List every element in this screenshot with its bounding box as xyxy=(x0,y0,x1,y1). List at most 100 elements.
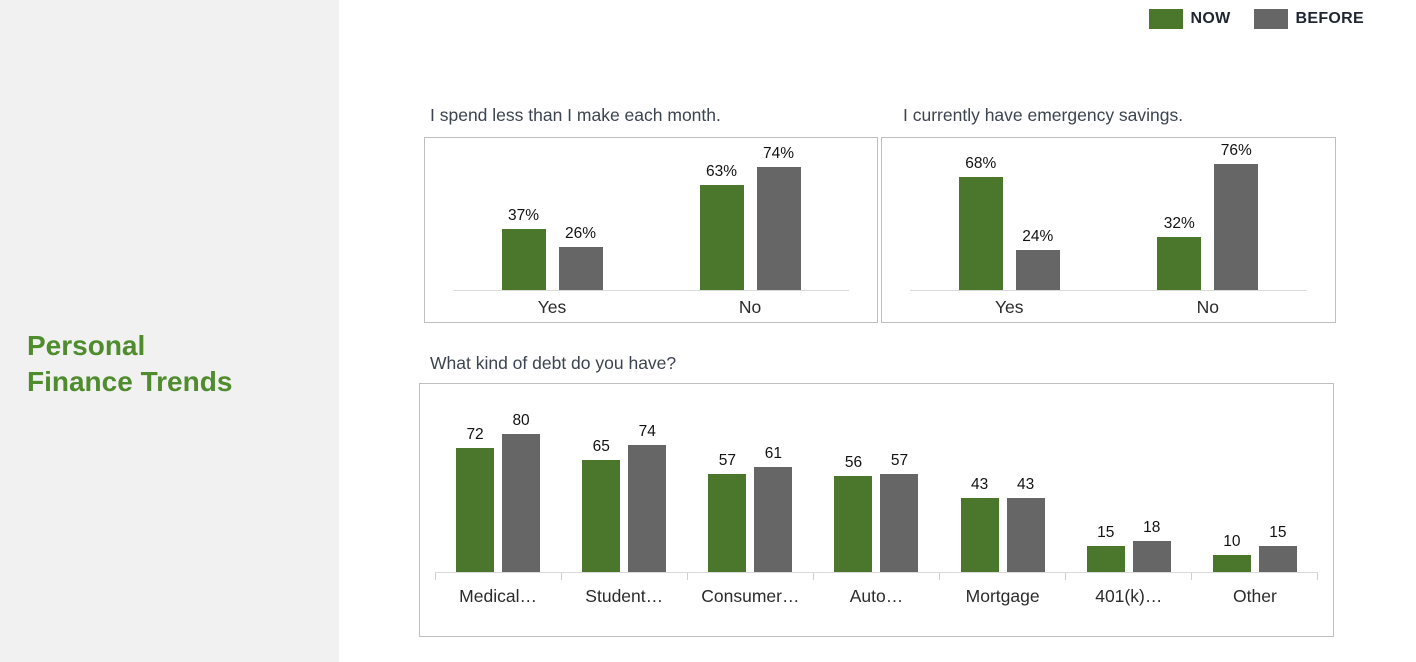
bar-column-before: 18 xyxy=(1132,519,1171,572)
bar-value-label: 63% xyxy=(705,163,738,181)
x-axis-label: Yes xyxy=(537,297,567,317)
bar-now xyxy=(501,229,546,290)
bar-before xyxy=(1214,164,1259,290)
bar-before xyxy=(502,434,541,572)
legend-label-before: BEFORE xyxy=(1295,10,1364,27)
bar-value-label: 76% xyxy=(1220,142,1252,160)
bar-value-label: 74% xyxy=(762,145,795,163)
bar-value-label: 74 xyxy=(638,423,656,441)
bar-column-now: 32% xyxy=(1157,215,1202,290)
x-axis-label: Other xyxy=(1233,586,1277,606)
bar-value-label: 68% xyxy=(965,155,997,173)
chart-legend: NOW BEFORE xyxy=(1148,9,1365,29)
x-axis-labels: Yes No xyxy=(910,291,1307,318)
plot-area: 72 80 65 74 57 61 56 57 43 43 15 18 10 15 xyxy=(435,384,1318,573)
bar-column-now: 68% xyxy=(958,155,1003,290)
bar-before xyxy=(880,474,919,572)
bar-value-label: 43 xyxy=(971,476,989,494)
bar-now xyxy=(960,498,999,572)
sidebar: Personal Finance Trends xyxy=(0,0,339,662)
bar-column-now: 43 xyxy=(960,476,999,572)
bar-group: 65 74 xyxy=(561,423,687,572)
bar-value-label: 24% xyxy=(1022,228,1054,246)
bar-column-before: 43 xyxy=(1006,476,1045,572)
bar-column-now: 63% xyxy=(699,163,744,290)
bar-value-label: 72 xyxy=(466,426,484,444)
bar-column-before: 15 xyxy=(1258,524,1297,572)
bar-value-label: 57 xyxy=(890,452,909,470)
legend-item-before: BEFORE xyxy=(1253,9,1364,29)
bar-before xyxy=(1006,498,1045,572)
tick xyxy=(688,573,814,580)
bar-value-label: 57 xyxy=(718,452,736,470)
bar-column-before: 57 xyxy=(880,452,919,572)
bar-column-now: 57 xyxy=(708,452,747,572)
bar-before xyxy=(756,167,801,290)
bar-value-label: 61 xyxy=(764,445,782,463)
bar-column-before: 80 xyxy=(502,412,541,572)
page-title-line-1: Personal xyxy=(27,330,146,361)
bar-value-label: 32% xyxy=(1163,215,1195,233)
bar-value-label: 65 xyxy=(592,438,610,456)
page-title-line-2: Finance Trends xyxy=(27,366,233,397)
bar-now xyxy=(958,177,1003,290)
page-title: Personal Finance Trends xyxy=(27,328,327,400)
bar-value-label: 15 xyxy=(1097,524,1115,542)
chart-panel: 72 80 65 74 57 61 56 57 43 43 15 18 10 15 Medical… Stud… xyxy=(419,383,1334,637)
bar-before xyxy=(628,445,667,572)
bar-value-label: 26% xyxy=(564,225,597,243)
now-color-swatch xyxy=(1148,9,1183,29)
bar-value-label: 18 xyxy=(1143,519,1161,537)
bar-value-label: 15 xyxy=(1269,524,1287,542)
plot-area: 37% 26% 63% 74% xyxy=(453,138,849,291)
bar-column-before: 24% xyxy=(1015,228,1060,290)
x-axis-label: Auto… xyxy=(849,586,904,606)
x-axis-label: 401(k)… xyxy=(1095,586,1163,606)
chart-panel: 37% 26% 63% 74% Yes No xyxy=(424,137,878,323)
bar-now xyxy=(582,460,621,572)
bar-group: 68% 24% xyxy=(910,155,1109,290)
tick xyxy=(814,573,940,580)
bar-now xyxy=(1212,555,1251,572)
bar-now xyxy=(699,185,744,290)
tick xyxy=(1066,573,1192,580)
bar-before xyxy=(754,467,793,572)
before-color-swatch xyxy=(1253,9,1288,29)
bar-column-now: 15 xyxy=(1086,524,1125,572)
x-axis-label: Mortgage xyxy=(965,586,1040,606)
bar-before xyxy=(1015,250,1060,290)
bar-column-before: 26% xyxy=(558,225,603,290)
bar-group: 43 43 xyxy=(940,476,1066,572)
bar-value-label: 43 xyxy=(1017,476,1035,494)
bar-group: 37% 26% xyxy=(453,207,651,290)
chart-title: What kind of debt do you have? xyxy=(430,353,677,373)
bar-column-now: 10 xyxy=(1212,533,1251,572)
x-axis-label: Medical… xyxy=(459,586,537,606)
bar-value-label: 10 xyxy=(1223,533,1241,551)
bar-before xyxy=(1132,541,1171,572)
bar-group: 72 80 xyxy=(435,412,561,572)
bar-now xyxy=(456,448,495,572)
chart-emergency-savings: I currently have emergency savings. 68% 2… xyxy=(881,105,1336,323)
x-axis-label: Student… xyxy=(585,586,664,606)
bar-column-before: 74 xyxy=(628,423,667,572)
bar-before xyxy=(1258,546,1297,572)
tick xyxy=(562,573,688,580)
bar-group: 32% 76% xyxy=(1109,142,1308,290)
plot-area: 68% 24% 32% 76% xyxy=(910,138,1307,291)
bar-column-now: 72 xyxy=(456,426,495,572)
bar-now xyxy=(834,476,873,572)
bar-column-now: 65 xyxy=(582,438,621,572)
bar-now xyxy=(708,474,747,572)
legend-label-now: NOW xyxy=(1190,10,1231,27)
x-axis-label: Yes xyxy=(994,297,1024,317)
bar-group: 56 57 xyxy=(813,452,939,572)
chart-title: I spend less than I make each month. xyxy=(430,105,721,125)
x-axis-label: No xyxy=(738,297,762,317)
chart-panel: 68% 24% 32% 76% Yes No xyxy=(881,137,1336,323)
legend-item-now: NOW xyxy=(1148,9,1231,29)
bar-now xyxy=(1157,237,1202,290)
bar-group: 10 15 xyxy=(1192,524,1318,572)
bar-column-now: 37% xyxy=(501,207,546,290)
